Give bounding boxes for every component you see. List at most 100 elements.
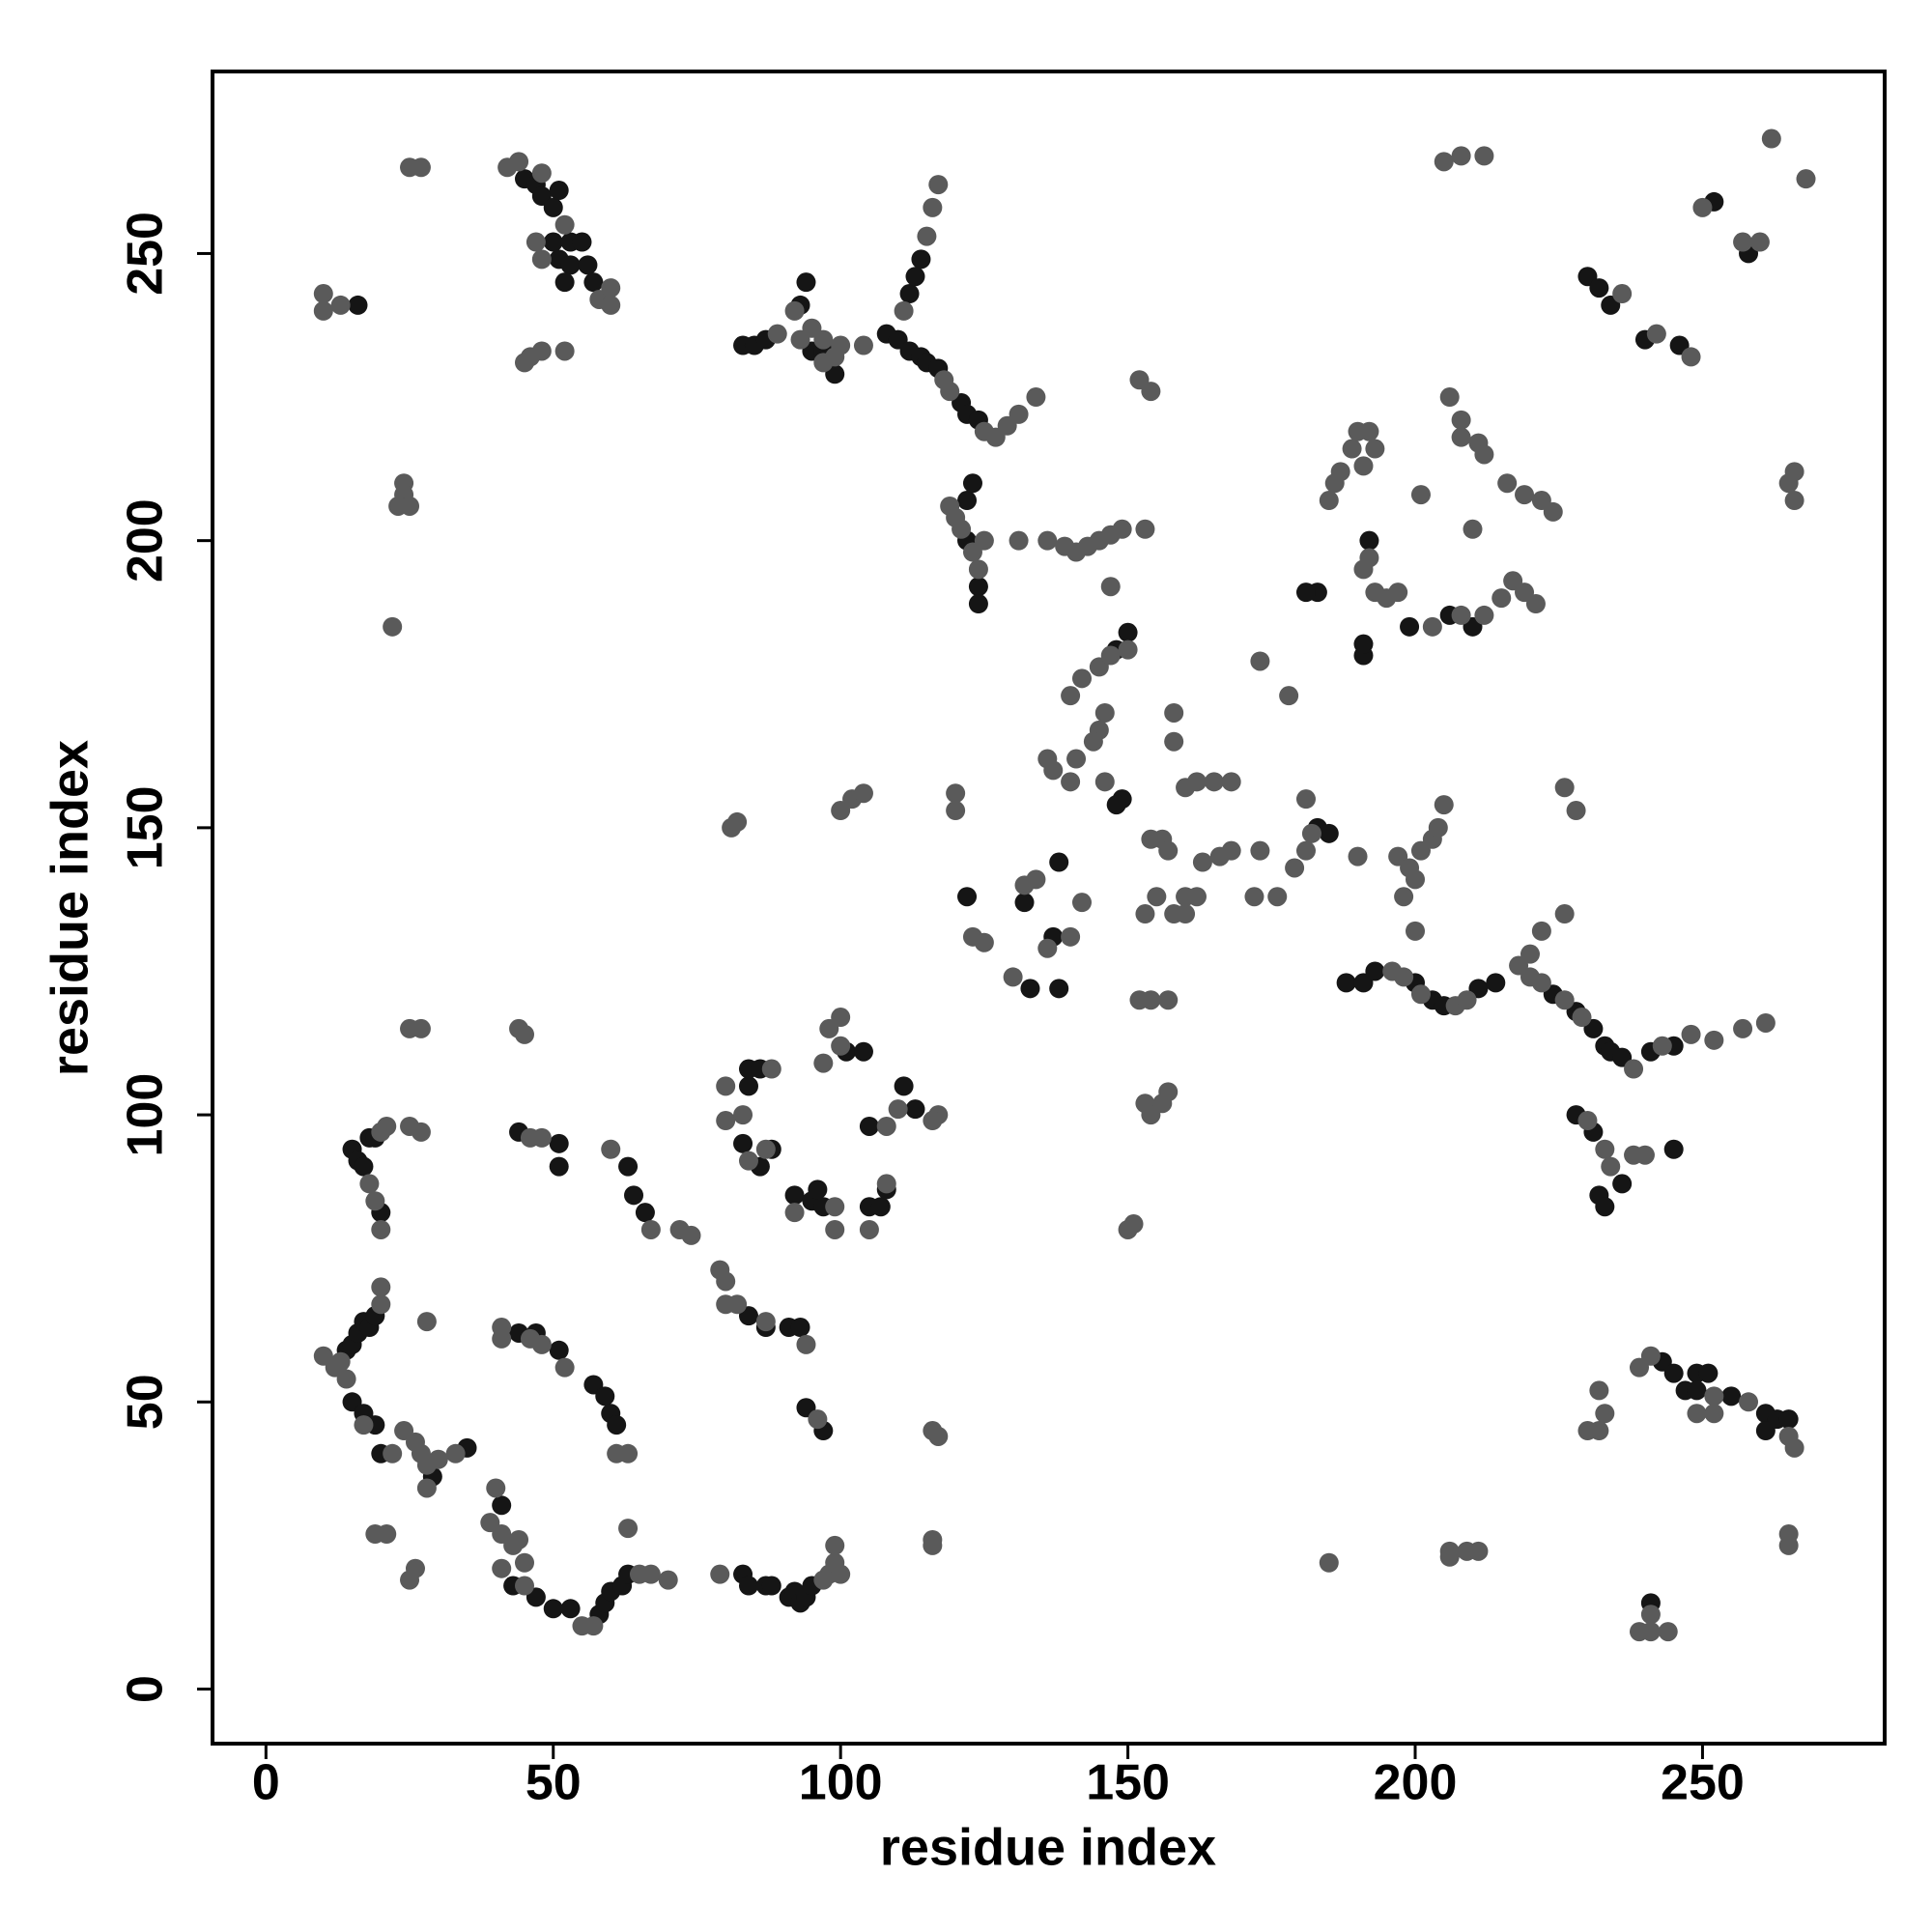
y-tick-label: 250	[118, 212, 174, 296]
point	[727, 811, 748, 832]
x-axis-title: residue index	[880, 1818, 1216, 1876]
point	[1698, 1363, 1719, 1383]
point	[1595, 1404, 1615, 1424]
point	[1141, 382, 1161, 402]
point	[515, 1024, 535, 1044]
point	[554, 214, 575, 235]
point	[1778, 1409, 1799, 1430]
point	[377, 1524, 397, 1545]
point	[1410, 485, 1431, 505]
point	[716, 1271, 736, 1292]
point	[549, 1156, 569, 1177]
point	[738, 1076, 758, 1096]
point	[957, 491, 978, 511]
point	[572, 232, 592, 252]
point	[928, 175, 949, 195]
point	[974, 932, 994, 952]
point	[888, 1099, 908, 1120]
point	[1365, 961, 1385, 981]
point	[911, 249, 931, 270]
point	[1566, 801, 1586, 821]
point	[894, 300, 914, 321]
point	[549, 181, 569, 201]
x-tick-label: 50	[526, 1755, 582, 1811]
point	[1301, 823, 1321, 843]
point	[894, 1076, 914, 1096]
point	[1072, 893, 1093, 913]
point	[607, 1415, 627, 1435]
point	[578, 255, 598, 275]
point	[946, 783, 966, 804]
point	[1572, 1008, 1592, 1028]
point	[1681, 347, 1701, 367]
point	[1681, 1024, 1701, 1044]
point	[1147, 887, 1167, 907]
point	[1663, 1363, 1684, 1383]
point	[905, 267, 925, 287]
point	[1295, 582, 1316, 603]
point	[831, 1036, 851, 1056]
point	[968, 577, 988, 597]
point	[1784, 462, 1804, 482]
y-axis-title: residue index	[41, 740, 99, 1076]
point	[411, 1122, 431, 1142]
point	[1353, 456, 1374, 476]
point	[1186, 887, 1207, 907]
point	[354, 1415, 374, 1435]
point	[1394, 967, 1414, 987]
point	[1422, 616, 1442, 637]
point	[492, 1558, 512, 1578]
point	[1595, 1197, 1615, 1217]
point	[365, 1191, 385, 1211]
point	[1135, 904, 1155, 924]
point	[1721, 1386, 1742, 1406]
point	[1486, 973, 1506, 993]
point	[1319, 823, 1339, 843]
point	[348, 295, 368, 315]
point	[1164, 731, 1184, 752]
point	[968, 594, 988, 614]
point	[1279, 686, 1299, 706]
point	[952, 519, 972, 539]
point	[1221, 840, 1241, 861]
point	[531, 249, 552, 270]
point	[354, 1156, 374, 1177]
point	[1410, 984, 1431, 1005]
point	[1394, 887, 1414, 907]
point	[531, 341, 552, 361]
point	[543, 232, 563, 252]
point	[1761, 128, 1781, 149]
point	[1692, 197, 1713, 217]
point	[681, 1225, 701, 1245]
point	[411, 1018, 431, 1038]
point	[486, 1478, 506, 1498]
point	[1141, 990, 1161, 1010]
point	[1009, 404, 1029, 424]
point	[876, 1116, 896, 1136]
point	[784, 1185, 805, 1206]
point	[1520, 944, 1540, 964]
point	[549, 1133, 569, 1153]
point	[761, 1576, 781, 1596]
point	[1733, 232, 1753, 252]
point	[1250, 651, 1270, 671]
point	[1577, 1421, 1598, 1441]
point	[1267, 887, 1288, 907]
point	[543, 197, 563, 217]
point	[831, 1564, 851, 1584]
point	[371, 1294, 391, 1315]
point	[1118, 639, 1138, 660]
point	[1100, 577, 1121, 597]
point	[492, 1328, 512, 1349]
point	[813, 1053, 834, 1073]
point	[1123, 1214, 1144, 1235]
point	[1451, 410, 1471, 430]
point	[1388, 582, 1408, 603]
point	[330, 295, 351, 315]
point	[411, 157, 431, 178]
x-tick-label: 100	[799, 1755, 883, 1811]
point	[808, 1409, 828, 1430]
point	[1612, 1174, 1633, 1194]
point	[1474, 605, 1494, 625]
